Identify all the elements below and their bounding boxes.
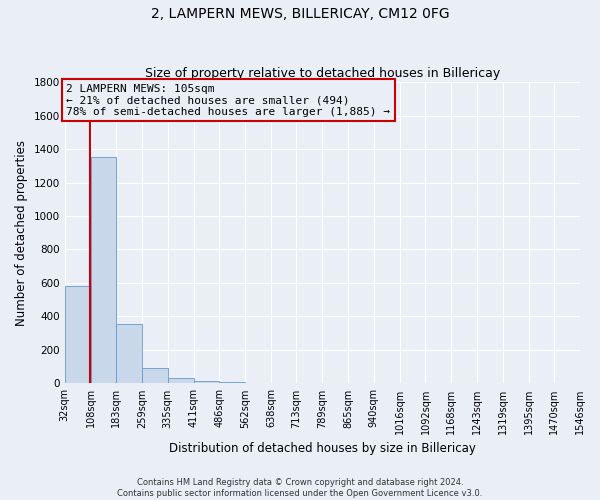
Bar bbox=[219, 382, 245, 384]
Text: Contains HM Land Registry data © Crown copyright and database right 2024.
Contai: Contains HM Land Registry data © Crown c… bbox=[118, 478, 482, 498]
Y-axis label: Number of detached properties: Number of detached properties bbox=[15, 140, 28, 326]
Bar bbox=[271, 383, 296, 384]
Bar bbox=[245, 382, 271, 384]
Bar bbox=[142, 368, 168, 384]
Title: Size of property relative to detached houses in Billericay: Size of property relative to detached ho… bbox=[145, 66, 500, 80]
Bar bbox=[194, 381, 219, 384]
Text: 2 LAMPERN MEWS: 105sqm
← 21% of detached houses are smaller (494)
78% of semi-de: 2 LAMPERN MEWS: 105sqm ← 21% of detached… bbox=[67, 84, 391, 117]
Text: 2, LAMPERN MEWS, BILLERICAY, CM12 0FG: 2, LAMPERN MEWS, BILLERICAY, CM12 0FG bbox=[151, 8, 449, 22]
X-axis label: Distribution of detached houses by size in Billericay: Distribution of detached houses by size … bbox=[169, 442, 476, 455]
Bar bbox=[65, 286, 91, 384]
Bar bbox=[116, 324, 142, 384]
Bar bbox=[91, 158, 116, 384]
Bar bbox=[168, 378, 194, 384]
